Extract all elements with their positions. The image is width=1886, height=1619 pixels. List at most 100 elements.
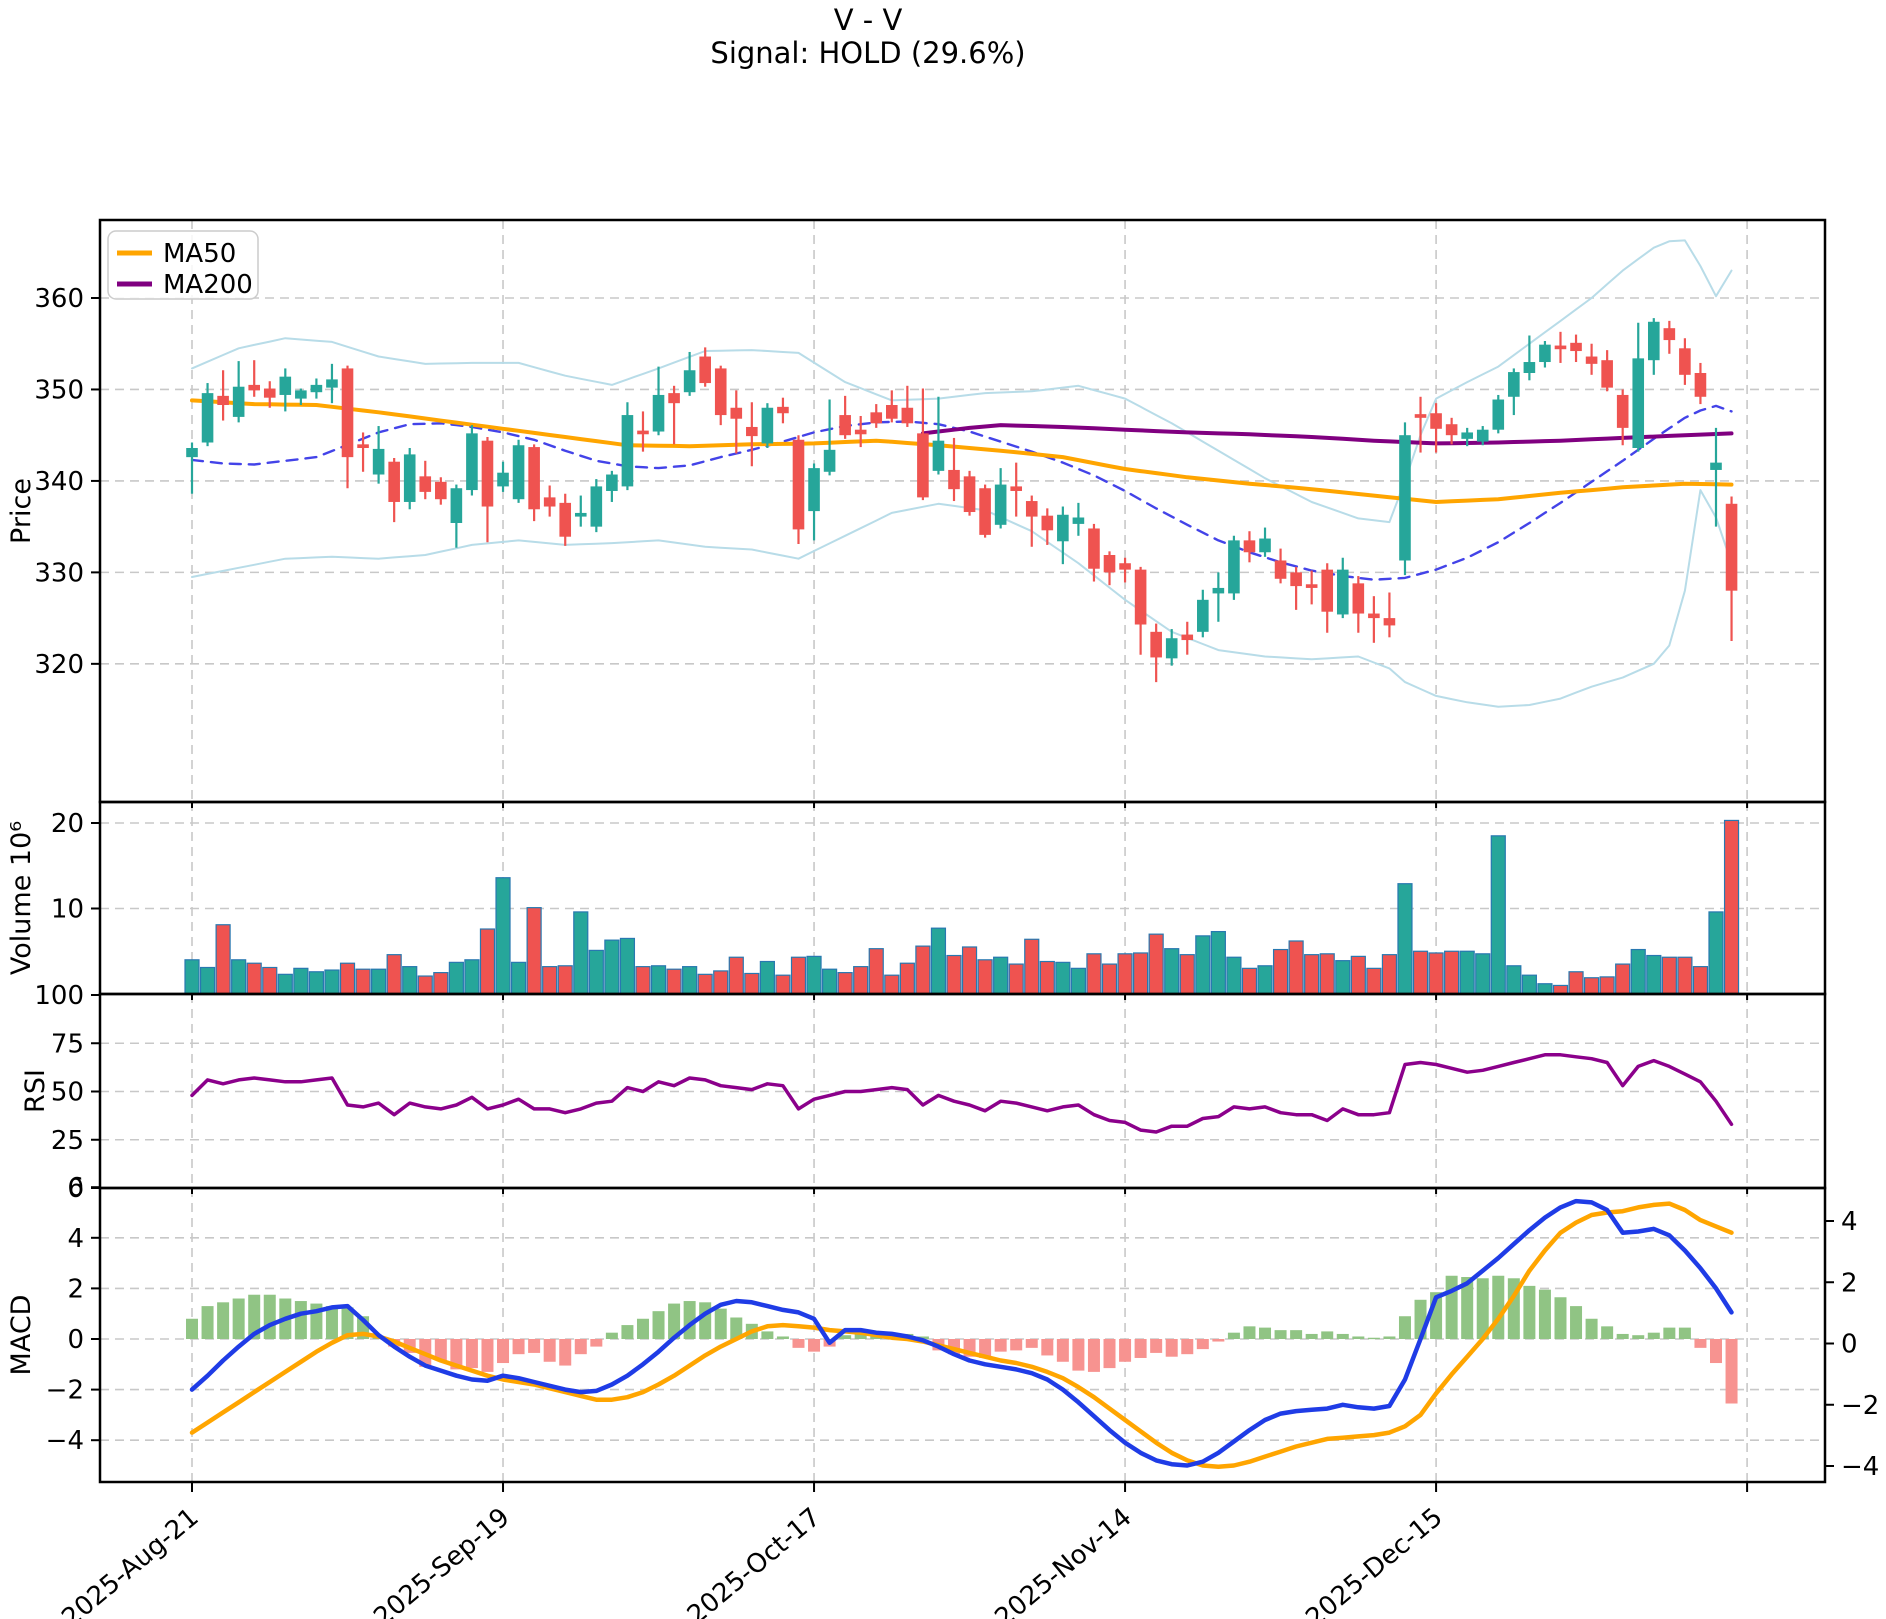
candle-body [1445,424,1458,436]
volume-bar [1444,950,1460,995]
macd-histogram-bar [574,1339,587,1355]
candle-body [1663,328,1676,341]
macd-histogram-bar [1476,1278,1489,1339]
candle-body [606,474,618,491]
candle-body [1710,462,1722,470]
candle-body [310,384,323,393]
volume-bar [1677,956,1693,995]
volume-bar [1257,965,1273,995]
volume-bar [806,955,822,995]
macd-histogram-bar [1663,1327,1676,1339]
macd-histogram-bar [1072,1339,1085,1371]
x-date-label: 2025-Aug-21 [56,1502,204,1619]
macd-histogram-bar [1336,1333,1349,1339]
macd-histogram-bar [590,1339,603,1347]
volume-bar [821,968,838,995]
volume-bar [884,974,900,995]
macd-line [189,1198,1734,1468]
macd-histogram-bar [1321,1331,1334,1339]
candle-body [1057,514,1069,542]
rsi-tick-label: 75 [51,1029,84,1059]
volume-bar [277,973,293,995]
macd-histogram-bar [839,1335,852,1339]
volume-bar [619,937,636,995]
candle-body [1259,538,1271,553]
macd-histogram-bar [1492,1275,1505,1339]
macd-histogram-bar [186,1318,198,1339]
candle-body [1103,555,1116,573]
candle-body [403,454,416,502]
x-date-label: 2025-Oct-17 [682,1502,827,1619]
volume-bar [1241,967,1258,995]
volume-bar [1552,984,1569,995]
candle-body [295,390,307,399]
volume-bar [961,946,978,995]
bollinger-middle-band [190,404,1733,581]
volume-bar [402,966,418,995]
volume-tick-label: 10 [51,895,84,925]
volume-bar [1272,948,1289,995]
macd-histogram-bar [543,1339,556,1362]
x-date-label: 2025-Dec-15 [1300,1502,1448,1619]
signal-subtitle: Signal: HOLD (29.6%) [710,36,1025,70]
macd-histogram-bar [1227,1332,1240,1339]
macd-histogram-bar [1119,1339,1132,1362]
candle-body [1352,583,1365,614]
candle-body [917,433,929,498]
macd-panel-border [98,1186,1827,1484]
candle-body [808,468,820,512]
macd-histogram-bar [1305,1333,1318,1339]
candle-body [1088,528,1100,569]
candle-body [1430,413,1442,429]
price-axis-label: Price [6,478,37,544]
volume-bar [666,968,682,995]
macd-histogram-bar [1165,1339,1178,1357]
macd-left-tick-label: −2 [46,1376,84,1406]
volume-bar [977,959,993,995]
macd-histogram-bar [512,1339,525,1355]
candle-body [854,429,867,435]
volume-bar [1475,953,1491,995]
candle-body [357,444,369,448]
candle-body [714,368,727,416]
macd-histogram-bar [668,1303,681,1339]
macd-histogram-bar [1461,1277,1474,1339]
legend: MA50 MA200 [107,230,259,300]
candle-body [590,486,603,527]
macd-histogram-bar [294,1301,307,1339]
plot-content: 360350340330320201010075502506420−2−4420… [34,218,1879,1619]
candle-body [1165,638,1178,659]
volume-bar [588,949,604,995]
volume-bar [293,967,309,995]
volume-bar [1008,963,1024,995]
macd-histogram-bar [1694,1339,1707,1348]
candle-body [885,405,898,419]
volume-bar [339,962,356,995]
macd-signal-line [189,1201,1734,1470]
volume-bar [1723,819,1740,995]
candle-body [574,512,587,517]
macd-right-tick-label: 2 [1841,1268,1858,1298]
macd-histogram-bar [497,1339,510,1364]
macd-histogram-bar [699,1302,712,1339]
volume-bar [386,954,402,995]
macd-histogram-bar [1678,1327,1691,1339]
volume-bar [308,971,325,995]
candle-body [341,368,354,458]
candle-body [963,476,976,513]
macd-histogram-bar [761,1331,774,1339]
volume-bar [1366,967,1382,995]
candle-body [932,440,945,471]
volume-bar [542,966,558,995]
volume-axis-label: Volume 10⁶ [6,821,37,975]
volume-bar [635,966,651,995]
volume-bar [324,969,340,995]
volume-bar [1055,961,1071,995]
volume-bar [1459,950,1475,995]
candle-body [1476,429,1489,442]
candle-body [326,379,338,388]
macd-histogram-bar [341,1307,354,1339]
candle-body [372,448,385,475]
candle-body [1585,356,1598,364]
